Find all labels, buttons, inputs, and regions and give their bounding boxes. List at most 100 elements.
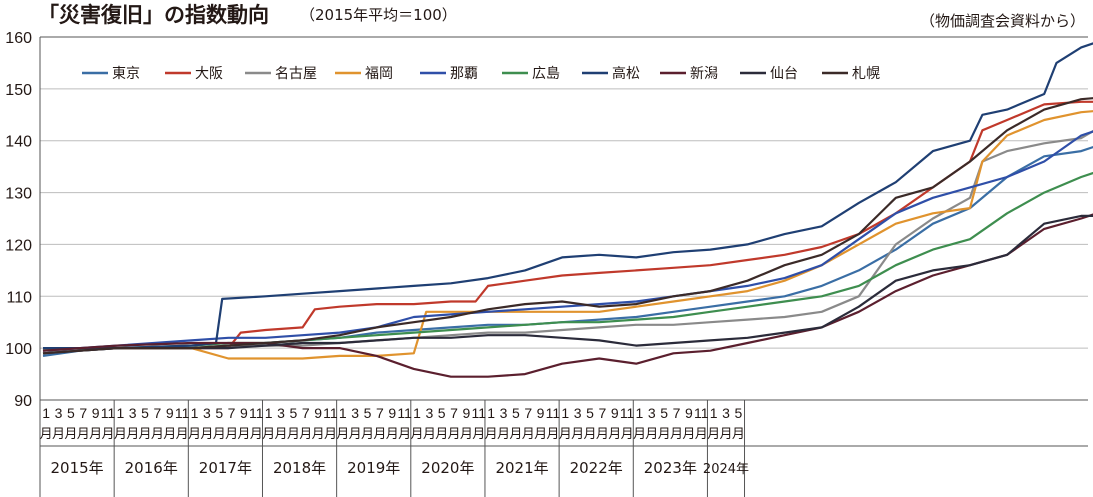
x-tick-unit: 月 (275, 427, 288, 442)
x-tick-label: 11 (397, 405, 412, 421)
x-tick-unit: 月 (410, 427, 423, 442)
x-tick-unit: 月 (386, 427, 399, 442)
x-tick-unit: 月 (633, 427, 646, 442)
x-tick-unit: 月 (126, 427, 139, 442)
series-line (42, 97, 1093, 355)
x-tick-label: 9 (92, 405, 100, 421)
legend-label: 新潟 (690, 66, 718, 82)
x-tick-unit: 月 (559, 427, 572, 442)
legend-label: 札幌 (852, 66, 880, 82)
x-tick-label: 5 (141, 405, 149, 421)
legend-label: 広島 (532, 66, 560, 82)
x-tick-unit: 月 (584, 427, 597, 442)
x-tick-unit: 月 (89, 427, 102, 442)
x-tick-unit: 月 (188, 427, 201, 442)
x-tick-unit: 月 (299, 427, 312, 442)
x-tick-label: 7 (524, 405, 532, 421)
x-tick-label: 5 (512, 405, 520, 421)
legend-label: 大阪 (195, 66, 223, 82)
x-tick-unit: 月 (497, 427, 510, 442)
series-line (43, 42, 1093, 350)
y-tick-label: 140 (5, 134, 32, 151)
x-tick-label: 1 (339, 405, 347, 421)
x-tick-label: 5 (734, 405, 742, 421)
x-tick-unit: 月 (77, 427, 90, 442)
y-tick-label: 150 (5, 82, 32, 99)
y-axis: 90 100 110 120 130 140 150 160 (5, 30, 32, 410)
year-label: 2024年 (703, 462, 749, 477)
series-line (42, 100, 1093, 352)
x-tick-unit: 月 (139, 427, 152, 442)
x-tick-label: 1 (116, 405, 124, 421)
x-tick-label: 1 (42, 405, 50, 421)
x-tick-unit: 月 (151, 427, 164, 442)
x-tick-label: 5 (438, 405, 446, 421)
x-tick-label: 11 (175, 405, 190, 421)
x-axis: 1月3月5月7月9月11月2015年1月3月5月7月9月11月2016年1月3月… (39, 400, 1088, 497)
x-tick-label: 11 (694, 405, 709, 421)
x-tick-label: 11 (472, 405, 487, 421)
series-line (43, 110, 1093, 360)
x-tick-unit: 月 (287, 427, 300, 442)
x-tick-unit: 月 (448, 427, 461, 442)
x-tick-label: 3 (648, 405, 656, 421)
x-tick-unit: 月 (336, 427, 349, 442)
x-tick-unit: 月 (732, 427, 745, 442)
x-tick-label: 5 (215, 405, 223, 421)
series-line (43, 129, 1093, 352)
x-tick-unit: 月 (200, 427, 213, 442)
x-tick-label: 5 (586, 405, 594, 421)
x-tick-label: 3 (722, 405, 730, 421)
legend-label: 東京 (112, 66, 140, 82)
x-tick-unit: 月 (546, 427, 559, 442)
x-tick-label: 11 (101, 405, 116, 421)
x-tick-label: 11 (323, 405, 338, 421)
y-tick-label: 90 (14, 393, 32, 410)
legend-label: 高松 (612, 65, 640, 82)
year-label: 2021年 (495, 459, 548, 477)
x-tick-unit: 月 (472, 427, 485, 442)
x-tick-unit: 月 (534, 427, 547, 442)
x-tick-label: 1 (265, 405, 273, 421)
x-tick-label: 9 (388, 405, 396, 421)
legend-label: 仙台 (770, 66, 798, 82)
x-tick-unit: 月 (114, 427, 127, 442)
x-tick-label: 11 (620, 405, 635, 421)
series-line (42, 214, 1093, 355)
x-tick-label: 3 (129, 405, 137, 421)
x-tick-unit: 月 (608, 427, 621, 442)
year-label: 2016年 (125, 459, 178, 477)
x-tick-unit: 月 (571, 427, 584, 442)
x-tick-label: 7 (154, 405, 162, 421)
legend: 東京 大阪 名古屋 福岡 那覇 広島 高松 新潟 仙台 札幌 (82, 65, 880, 82)
y-tick-label: 100 (5, 341, 32, 358)
x-tick-unit: 月 (707, 427, 720, 442)
x-tick-unit: 月 (485, 427, 498, 442)
x-tick-unit: 月 (621, 427, 634, 442)
x-tick-label: 9 (611, 405, 619, 421)
x-tick-label: 11 (249, 405, 264, 421)
x-tick-label: 3 (574, 405, 582, 421)
chart-source: （物価調査会資料から） (920, 12, 1085, 30)
x-tick-label: 1 (413, 405, 421, 421)
x-tick-label: 3 (277, 405, 285, 421)
x-tick-unit: 月 (176, 427, 189, 442)
x-tick-label: 9 (240, 405, 248, 421)
x-tick-label: 7 (302, 405, 310, 421)
x-tick-label: 7 (450, 405, 458, 421)
year-label: 2018年 (273, 459, 326, 477)
x-tick-label: 9 (537, 405, 545, 421)
x-tick-label: 3 (425, 405, 433, 421)
legend-label: 名古屋 (275, 66, 317, 82)
x-tick-unit: 月 (262, 427, 275, 442)
legend-label: 福岡 (365, 66, 393, 82)
x-tick-unit: 月 (64, 427, 77, 442)
x-tick-label: 7 (79, 405, 87, 421)
x-tick-unit: 月 (312, 427, 325, 442)
series-line (42, 130, 1093, 352)
x-tick-unit: 月 (435, 427, 448, 442)
x-tick-label: 3 (55, 405, 63, 421)
x-tick-unit: 月 (670, 427, 683, 442)
year-label: 2017年 (199, 459, 252, 477)
x-tick-label: 9 (314, 405, 322, 421)
